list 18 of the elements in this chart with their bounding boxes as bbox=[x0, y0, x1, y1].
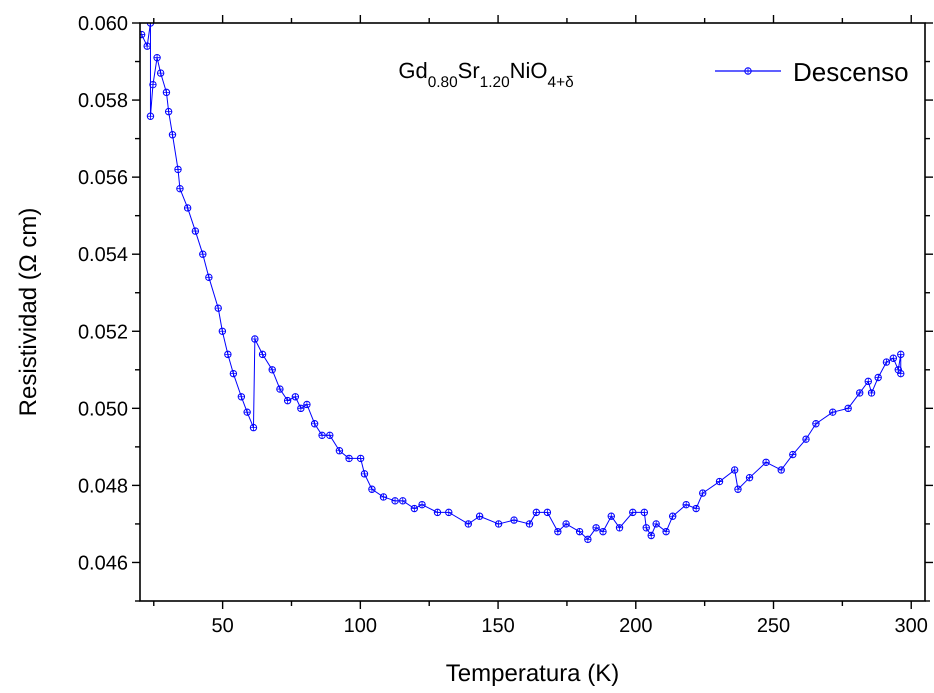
y-tick-label: 0.048 bbox=[78, 475, 128, 498]
x-axis-title: Temperatura (K) bbox=[446, 660, 620, 687]
y-tick-label: 0.060 bbox=[78, 13, 128, 35]
y-tick-label: 0.054 bbox=[78, 244, 128, 266]
y-tick-label: 0.056 bbox=[78, 167, 128, 190]
y-tick-label: 0.046 bbox=[78, 552, 128, 574]
y-axis-title: Resistividad (Ω cm) bbox=[15, 208, 42, 416]
legend-label: Descenso bbox=[793, 57, 909, 87]
x-tick-label: 250 bbox=[756, 615, 790, 637]
x-tick-label: 50 bbox=[212, 615, 234, 637]
x-tick-label: 300 bbox=[894, 615, 928, 637]
y-tick-label: 0.050 bbox=[78, 398, 128, 420]
y-tick-label: 0.058 bbox=[78, 90, 128, 112]
y-tick-label: 0.052 bbox=[78, 321, 128, 344]
x-tick-label: 100 bbox=[344, 615, 378, 637]
x-tick-label: 200 bbox=[619, 615, 652, 637]
x-tick-label: 150 bbox=[481, 615, 515, 637]
text: Gd$_{0.80}$Sr$_{1.20}$NiO$_{4+δ}$ bbox=[398, 58, 574, 90]
